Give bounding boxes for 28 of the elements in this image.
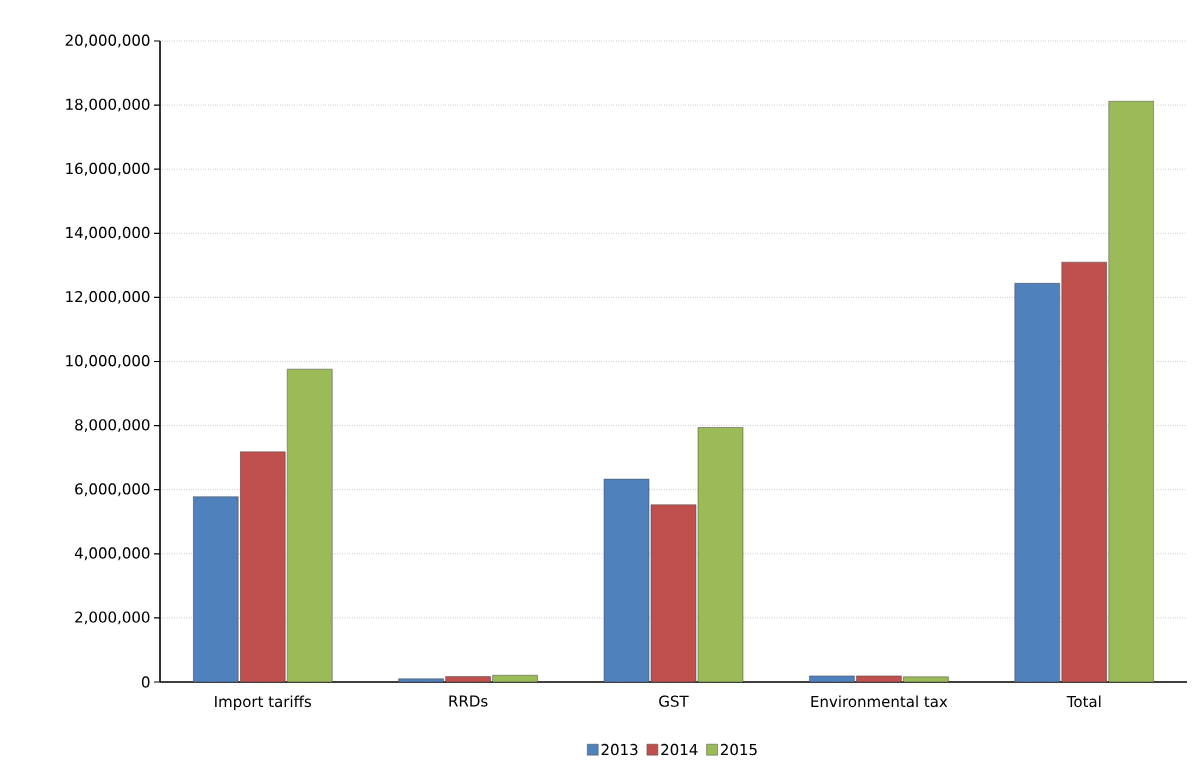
bar bbox=[1108, 101, 1155, 682]
x-tick-label: Total bbox=[1066, 695, 1101, 708]
bar bbox=[650, 504, 697, 682]
x-tick-label: Import tariffs bbox=[215, 695, 312, 711]
legend-label: 2015 bbox=[720, 743, 757, 756]
legend-label: 2014 bbox=[661, 743, 698, 756]
x-tick-label: GST bbox=[659, 695, 689, 707]
y-tick-label: 6,000,000 bbox=[75, 483, 150, 497]
legend-label: 2013 bbox=[601, 743, 638, 756]
bar bbox=[1061, 261, 1108, 682]
y-tick-label: 2,000,000 bbox=[75, 611, 150, 625]
bar bbox=[697, 427, 744, 682]
y-tick-label: 4,000,000 bbox=[74, 547, 150, 561]
y-tick-label: 14,000,000 bbox=[66, 226, 150, 240]
bar bbox=[192, 496, 239, 682]
y-tick-label: 12,000,000 bbox=[66, 290, 150, 304]
x-tick-label: RRDs bbox=[449, 695, 488, 707]
y-tick-label: 0 bbox=[141, 676, 150, 688]
bar bbox=[1014, 283, 1061, 682]
y-tick-label: 8,000,000 bbox=[75, 419, 150, 433]
x-tick-label: Environmental tax bbox=[811, 695, 948, 708]
y-tick-label: 10,000,000 bbox=[66, 355, 150, 368]
bar bbox=[603, 478, 650, 682]
bar bbox=[286, 368, 333, 682]
y-tick-label: 20,000,000 bbox=[65, 34, 150, 48]
bar bbox=[239, 451, 286, 682]
y-tick-label: 16,000,000 bbox=[66, 162, 150, 176]
y-tick-label: 18,000,000 bbox=[66, 98, 150, 112]
